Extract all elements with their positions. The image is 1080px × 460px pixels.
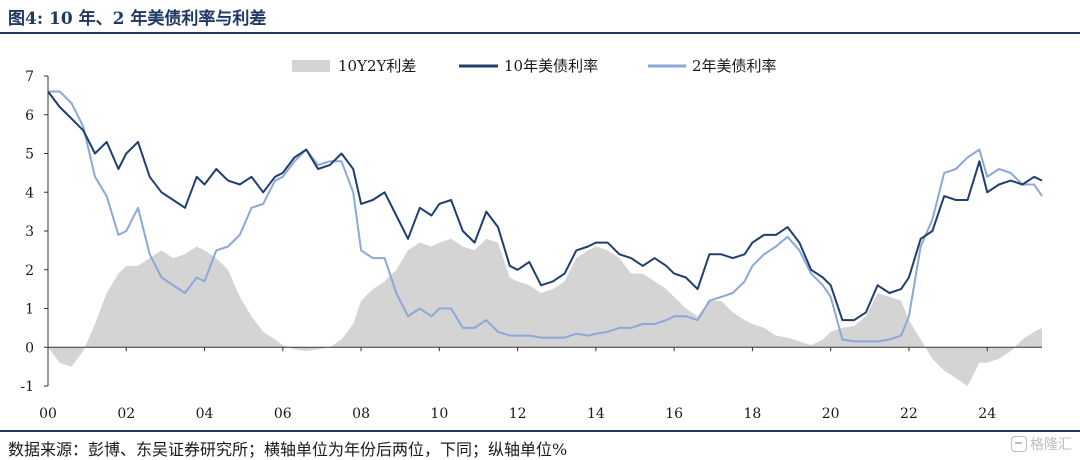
x-tick-label: 16: [665, 406, 683, 422]
x-tick-label: 14: [587, 406, 605, 422]
bottom-rule: [0, 430, 1080, 432]
line-10y-yield: [47, 90, 1043, 322]
line-2y-yield: [48, 90, 1043, 343]
x-tick-label: 12: [509, 406, 527, 422]
chart-title: 图4: 10 年、2 年美债利率与利差: [8, 9, 267, 29]
x-tick-label: 08: [352, 406, 370, 422]
y-tick-label: 2: [25, 263, 34, 279]
legend-swatch-spread: [292, 60, 330, 72]
x-tick-label: 24: [978, 406, 996, 422]
y-tick-label: 5: [25, 147, 34, 163]
x-tick-label: 18: [743, 406, 761, 422]
y-tick-label: 0: [25, 340, 34, 356]
x-tick-label: 04: [196, 406, 214, 422]
y-tick-label: 7: [25, 69, 34, 85]
y-tick-label: -1: [20, 379, 34, 395]
spread-area: [48, 238, 1042, 386]
watermark: 格隆汇: [1011, 434, 1072, 454]
source-note: 数据来源：彭博、东吴证券研究所；横轴单位为年份后两位，下同；纵轴单位%: [8, 440, 568, 459]
legend-label-spread: 10Y2Y利差: [338, 57, 416, 75]
y-tick-label: 4: [25, 185, 34, 201]
spread-area-layer: [48, 238, 1042, 386]
lines-layer: [47, 90, 1043, 343]
legend-label-10y: 10年美债利率: [504, 57, 598, 75]
y-tick-label: 6: [25, 108, 34, 124]
x-tick-label: 20: [822, 406, 840, 422]
x-tick-label: 22: [900, 406, 918, 422]
x-tick-label: 10: [430, 406, 448, 422]
legend: 10Y2Y利差 10年美债利率 2年美债利率: [292, 57, 777, 75]
legend-label-2y: 2年美债利率: [692, 57, 777, 75]
top-rule: [0, 32, 1080, 34]
watermark-text: 格隆汇: [1030, 437, 1072, 453]
x-tick-label: 02: [117, 406, 135, 422]
x-tick-label: 00: [39, 406, 57, 422]
logo-icon: [1011, 436, 1027, 452]
x-tick-label: 06: [274, 406, 292, 422]
y-tick-label: 3: [25, 224, 34, 240]
y-tick-label: 1: [25, 302, 34, 318]
